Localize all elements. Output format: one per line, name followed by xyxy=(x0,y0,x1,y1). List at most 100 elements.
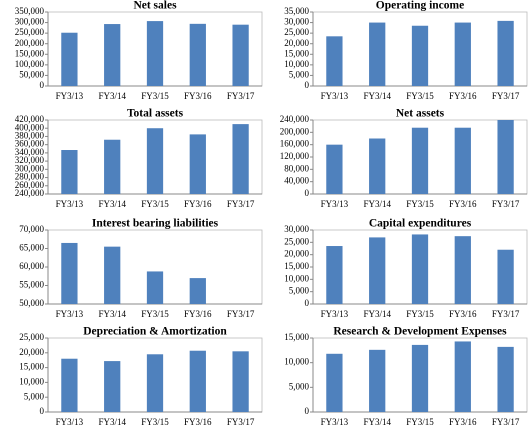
x-tick-label: FY3/17 xyxy=(492,309,520,319)
y-tick-label: 15,000 xyxy=(284,261,309,271)
y-tick-label: 35,000 xyxy=(284,6,309,16)
y-tick-label: 10,000 xyxy=(19,376,44,386)
y-tick-label: 15,000 xyxy=(284,48,309,58)
y-tick-label: 320,000 xyxy=(15,155,45,165)
x-tick-label: FY3/13 xyxy=(56,417,84,427)
x-tick-label: FY3/15 xyxy=(406,199,434,209)
y-tick-label: 55,000 xyxy=(19,280,44,290)
y-tick-label: 20,000 xyxy=(284,38,309,48)
y-tick-label: 0 xyxy=(40,80,45,90)
y-tick-label: 160,000 xyxy=(280,139,310,149)
x-tick-label: FY3/17 xyxy=(227,417,255,427)
bar xyxy=(61,358,78,412)
bar xyxy=(146,271,164,304)
chart-title: Net sales xyxy=(133,0,177,12)
x-tick-label: FY3/17 xyxy=(492,417,520,427)
y-tick-label: 20,000 xyxy=(19,347,44,357)
x-tick-label: FY3/17 xyxy=(227,91,255,101)
x-tick-label: FY3/17 xyxy=(227,199,255,209)
x-tick-label: FY3/16 xyxy=(449,417,477,427)
x-tick-label: FY3/14 xyxy=(363,199,391,209)
y-tick-label: 150,000 xyxy=(15,48,45,58)
bar xyxy=(369,349,386,412)
y-tick-label: 300,000 xyxy=(15,163,45,173)
bar xyxy=(326,353,343,412)
x-tick-label: FY3/14 xyxy=(98,91,126,101)
bar xyxy=(326,36,343,86)
y-tick-label: 380,000 xyxy=(15,131,45,141)
y-tick-label: 260,000 xyxy=(15,180,45,190)
x-tick-label: FY3/13 xyxy=(56,199,84,209)
x-tick-label: FY3/16 xyxy=(184,309,212,319)
y-tick-label: 5,000 xyxy=(289,286,310,296)
y-tick-label: 25,000 xyxy=(284,236,309,246)
bar xyxy=(369,237,386,304)
x-tick-label: FY3/15 xyxy=(141,309,169,319)
y-tick-label: 0 xyxy=(305,80,310,90)
bar xyxy=(497,346,514,412)
x-tick-label: FY3/13 xyxy=(321,91,349,101)
x-tick-label: FY3/14 xyxy=(363,309,391,319)
y-tick-label: 50,000 xyxy=(19,298,44,308)
bar xyxy=(411,127,429,194)
y-tick-label: 5,000 xyxy=(289,381,310,391)
x-tick-label: FY3/14 xyxy=(363,91,391,101)
bar xyxy=(326,246,343,304)
bar xyxy=(146,354,164,412)
bar xyxy=(61,242,78,304)
bar xyxy=(411,234,429,304)
y-tick-label: 60,000 xyxy=(19,261,44,271)
y-tick-label: 15,000 xyxy=(284,332,309,342)
bar xyxy=(369,22,386,87)
y-tick-label: 0 xyxy=(305,188,310,198)
y-tick-label: 0 xyxy=(305,298,310,308)
x-tick-label: FY3/17 xyxy=(492,91,520,101)
chart-title: Depreciation & Amortization xyxy=(83,326,227,338)
bar xyxy=(232,24,249,86)
x-tick-label: FY3/15 xyxy=(406,91,434,101)
bar xyxy=(61,150,78,194)
y-tick-label: 25,000 xyxy=(284,27,309,37)
y-tick-label: 280,000 xyxy=(15,172,45,182)
y-tick-label: 20,000 xyxy=(284,249,309,259)
bar xyxy=(326,144,343,194)
x-tick-label: FY3/16 xyxy=(184,91,212,101)
x-tick-label: FY3/15 xyxy=(406,309,434,319)
bar xyxy=(454,341,471,412)
x-tick-label: FY3/14 xyxy=(363,417,391,427)
bar xyxy=(232,124,249,194)
y-tick-label: 40,000 xyxy=(284,176,309,186)
bar xyxy=(189,278,206,304)
y-tick-label: 65,000 xyxy=(19,243,44,253)
bar xyxy=(369,138,386,194)
y-tick-label: 0 xyxy=(305,406,310,416)
bar xyxy=(104,361,121,412)
chart-title: Capital expenditures xyxy=(369,218,472,230)
y-tick-label: 25,000 xyxy=(19,332,44,342)
y-tick-label: 15,000 xyxy=(19,362,44,372)
bar xyxy=(189,23,206,86)
bar xyxy=(411,25,429,86)
x-tick-label: FY3/13 xyxy=(321,309,349,319)
x-tick-label: FY3/14 xyxy=(98,309,126,319)
bar xyxy=(189,134,206,194)
chart-title: Total assets xyxy=(127,108,184,120)
y-tick-label: 420,000 xyxy=(15,114,45,124)
y-tick-label: 200,000 xyxy=(15,38,45,48)
y-tick-label: 5,000 xyxy=(24,391,45,401)
y-tick-label: 0 xyxy=(40,406,45,416)
y-tick-label: 240,000 xyxy=(15,188,45,198)
x-tick-label: FY3/14 xyxy=(98,417,126,427)
y-tick-label: 70,000 xyxy=(19,224,44,234)
bar xyxy=(146,128,164,194)
y-tick-label: 10,000 xyxy=(284,273,309,283)
y-tick-label: 30,000 xyxy=(284,224,309,234)
y-tick-label: 50,000 xyxy=(19,69,44,79)
x-tick-label: FY3/13 xyxy=(56,309,84,319)
x-tick-label: FY3/16 xyxy=(184,199,212,209)
x-tick-label: FY3/15 xyxy=(141,417,169,427)
y-tick-label: 240,000 xyxy=(280,114,310,124)
x-tick-label: FY3/14 xyxy=(98,199,126,209)
y-tick-label: 200,000 xyxy=(280,126,310,136)
